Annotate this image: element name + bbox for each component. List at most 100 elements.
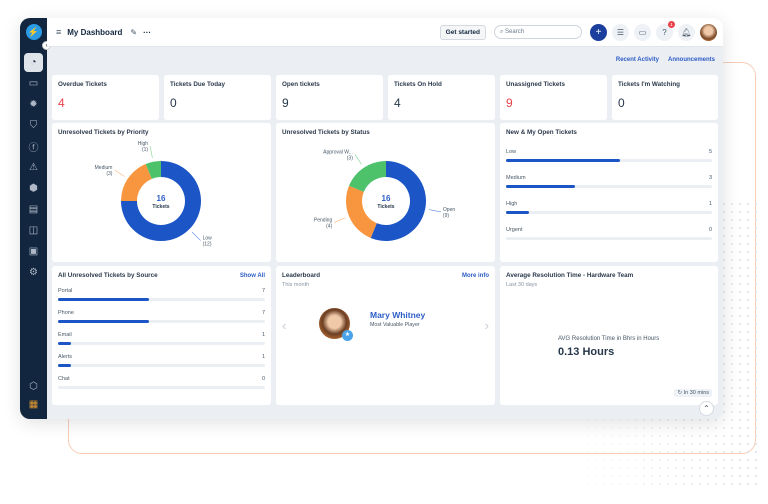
donut-slice[interactable] [349,161,386,192]
previous-arrow-icon[interactable]: ‹ [282,318,287,333]
bar-value: 7 [261,288,265,294]
open-tickets-card: New & My Open Tickets Low 5 Medium 3 High 1 Ur… [500,123,718,262]
bar-value: 0 [261,376,265,382]
stat-card[interactable]: Tickets I'm Watching 0 [612,75,718,120]
user-avatar[interactable] [700,23,717,41]
stat-value: 0 [170,96,177,110]
bell-icon[interactable]: 🔔︎ [678,23,695,41]
sidebar-item-changes[interactable]: ⛉ [29,120,38,131]
announcements-link[interactable]: Announcements [667,56,715,63]
slice-value: (3) [347,155,353,161]
bar-fill [58,342,71,345]
more-info-link[interactable]: More info [462,273,489,279]
sidebar-item-alerts[interactable]: ⚠ [29,162,38,173]
stat-card[interactable]: Unassigned Tickets 9 [500,75,607,120]
show-all-link[interactable]: Show All [239,273,265,279]
subbar: Recent Activity Announcements [47,47,723,72]
bar-value: 7 [261,310,265,316]
resolution-card: Average Resolution Time - Hardware Team … [500,266,718,405]
bar-track [506,237,712,240]
bar-fill [506,211,529,214]
list-icon[interactable]: ☰ [612,23,629,41]
get-started-button[interactable]: Get started [439,24,486,40]
stat-value: 4 [58,96,65,110]
edit-icon[interactable]: ✎ [130,27,138,37]
donut-slice[interactable] [145,161,161,179]
bar-value: 3 [708,175,712,181]
sidebar-item-assets[interactable]: ⬢ [29,183,38,194]
donut-slice[interactable] [346,185,377,238]
slice-label: Pending [314,217,333,223]
refresh-icon: ↻ [677,390,683,396]
slice-value: (9) [443,213,449,219]
bar-track [58,386,265,389]
slice-value: (1) [142,147,148,153]
search-input[interactable]: ⌕ Search [494,25,582,39]
bar-fill [58,364,71,367]
bar-label: Chat [58,376,70,382]
sidebar-item-dashboard[interactable]: ◔ [20,52,47,73]
leader-role: Most Valuable Player [370,322,420,328]
sidebar-item-apps[interactable]: ⬡ [29,381,38,392]
label-leader-line [191,231,201,241]
add-button[interactable]: + [590,23,607,41]
more-icon[interactable]: ··· [143,27,152,37]
card-title: All Unresolved Tickets by Source [58,272,158,279]
sidebar-item-projects[interactable]: ◫ [28,225,39,236]
sidebar-item-admin[interactable]: ⚙ [29,267,38,278]
sidebar-item-reports[interactable]: ▣ [28,246,39,257]
donut-slice[interactable] [121,164,152,201]
slice-value: (12) [203,242,212,248]
bar-label: Phone [58,310,74,316]
stat-value: 9 [282,96,289,110]
stat-card[interactable]: Open tickets 9 [276,75,383,120]
scroll-top-button[interactable]: ⌃ [699,401,714,416]
sidebar-item-problems[interactable]: ✹ [29,99,38,110]
slice-label: Open [443,207,455,213]
stat-card[interactable]: Overdue Tickets 4 [52,75,159,120]
stat-label: Overdue Tickets [58,81,107,88]
search-icon: ⌕ [500,28,504,35]
stat-label: Tickets Due Today [170,81,226,88]
donut-slice[interactable] [121,161,201,241]
bar-row: Medium 3 [506,175,712,188]
leader-avatar: ★ [319,308,353,341]
help-icon[interactable]: ? 1 [656,20,675,41]
stat-card[interactable]: Tickets Due Today 0 [164,75,271,120]
chart-title: Unresolved Tickets by Status [282,129,370,136]
recent-activity-link[interactable]: Recent Activity [615,56,659,63]
logo-icon: ⚡ [25,24,42,40]
donut-center-value: 16 [157,194,166,203]
donut-slice[interactable] [370,161,426,241]
bar-row: Portal 7 [58,288,265,301]
label-leader-line [429,209,441,213]
menu-icon[interactable]: ≡ [56,27,62,37]
bar-value: 5 [708,149,712,155]
apps-grid-icon[interactable]: ▦ [28,399,39,410]
leader-name: Mary Whitney [370,310,426,320]
next-arrow-icon[interactable]: › [484,318,489,333]
stat-card[interactable]: Tickets On Hold 4 [388,75,495,120]
leaderboard-card: Leaderboard This month More info ‹ › ★ M… [276,266,495,405]
stat-value: 9 [506,96,513,110]
page-title: My Dashboard [67,27,123,37]
bar-row: Chat 0 [58,376,265,389]
source-card: All Unresolved Tickets by Source Show Al… [52,266,271,405]
notification-badge: 1 [668,20,675,28]
donut-center-value: 16 [382,194,391,203]
bar-fill [58,320,149,323]
calendar-icon[interactable]: ▭ [634,23,651,41]
sidebar-item-solutions[interactable]: ▤ [28,204,39,215]
card-subtitle: This month [282,282,310,288]
sidebar-item-tickets[interactable]: ▭ [28,78,39,89]
stat-label: Tickets I'm Watching [618,81,681,88]
sidebar: ⚡ ◔ ▭ ✹ ⛉ ⓕ ⚠ ⬢ ▤ ◫ ▣ ⚙ ⬡ ▦ [20,18,47,419]
bar-value: 1 [708,201,712,207]
slice-label: Approval W... [323,149,353,155]
bar-fill [58,298,149,301]
sidebar-item-releases[interactable]: ⓕ [28,143,39,154]
bar-row: Low 5 [506,149,712,162]
slice-value: (3) [106,171,112,177]
bar-track [58,342,265,345]
